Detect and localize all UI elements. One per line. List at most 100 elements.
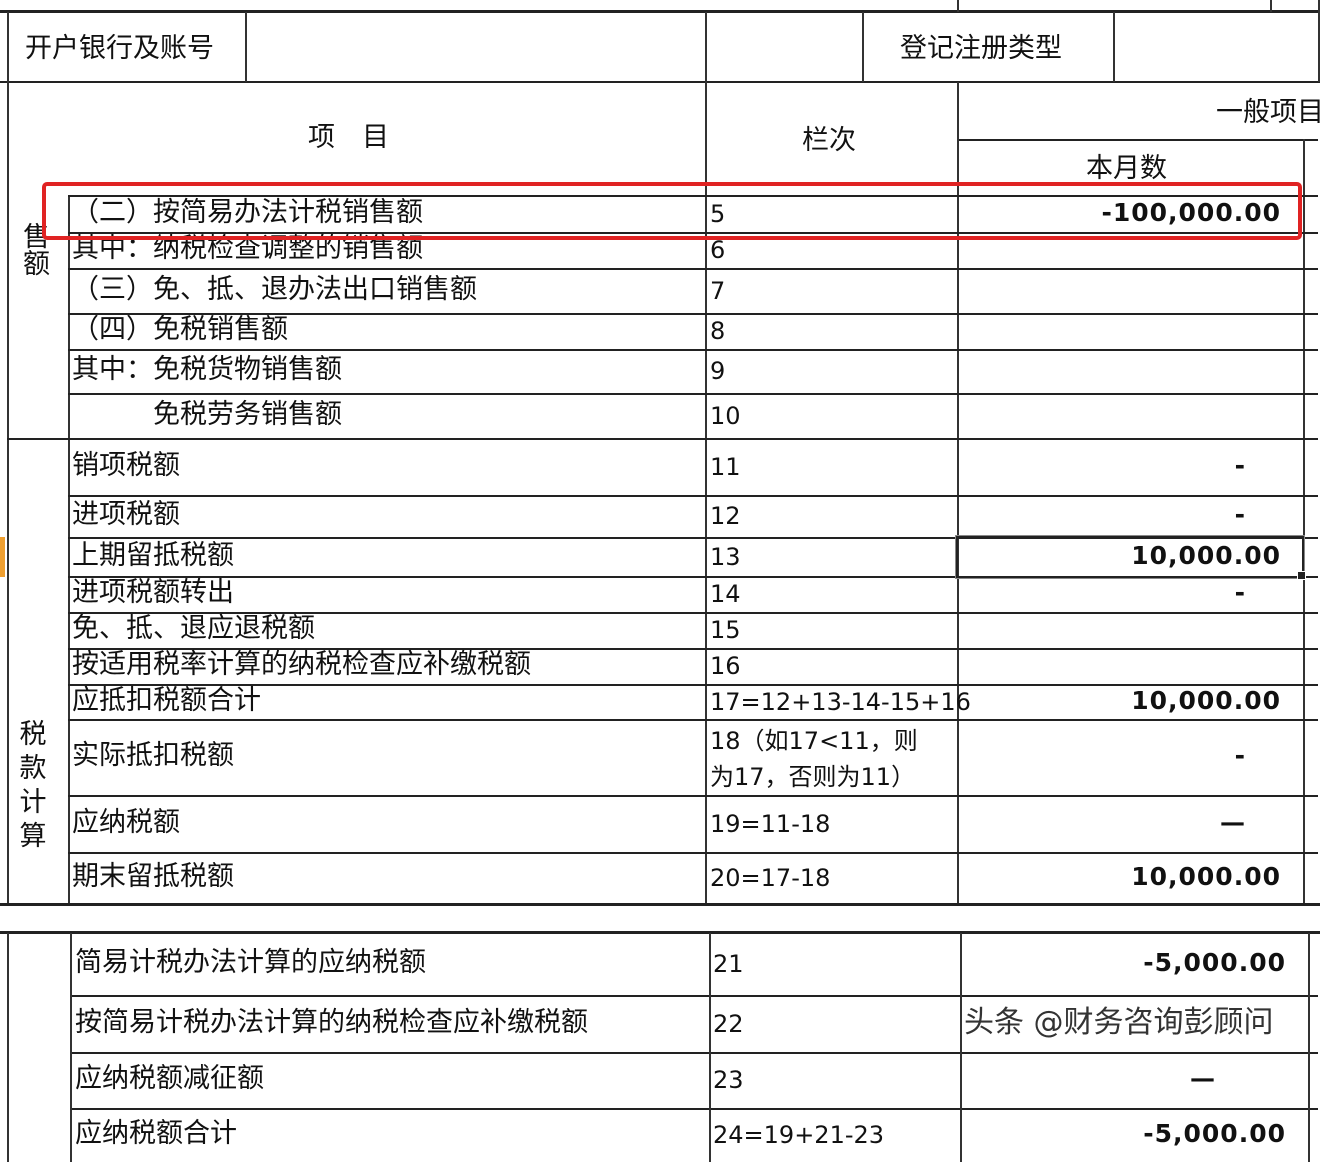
row-item-label: 按简易计税办法计算的纳税检查应补缴税额 [75,1006,588,1038]
row-column-number: 24=19+21-23 [713,1121,885,1149]
grid-line [1303,139,1305,903]
grid-line [0,931,1320,934]
grid-line [68,612,1318,614]
grid-line [7,82,9,903]
grid-line [957,82,959,903]
row-current-month-value[interactable]: — [1190,1064,1216,1093]
grid-line [68,795,1318,797]
row-column-number: 15 [710,616,741,644]
row-column-number: 21 [713,949,744,978]
row-item-label: 其中：免税货物销售额 [72,354,342,385]
row-item-label: 实际抵扣税额 [72,740,234,771]
row-column-number: 18（如17<11，则 为17，否则为11） [710,727,918,791]
grid-line [68,349,1318,351]
grid-line [960,933,962,1162]
row-item-label: 期末留抵税额 [72,860,234,892]
grid-line [68,232,1318,234]
row-current-month-value[interactable]: 10,000.00 [1131,540,1281,570]
grid-line [0,10,1320,13]
grid-line [957,139,1318,141]
grid-line [1270,0,1272,12]
grid-line [68,313,1318,315]
row-selection-marker [0,537,5,577]
row-column-number: 6 [710,236,726,264]
row-column-number: 23 [713,1066,744,1094]
row-current-month-value[interactable]: - [1234,578,1246,607]
row-current-month-value[interactable]: 10,000.00 [1131,685,1281,715]
general-items-header: 一般项目 [1216,97,1324,128]
row-column-number: 13 [710,542,741,571]
row-item-label: 应抵扣税额合计 [72,684,261,716]
grid-line [0,903,1320,906]
grid-line [68,684,1318,686]
section-char: 税 [19,719,47,750]
row-item-label: 应纳税额减征额 [75,1063,264,1094]
item-header: 项 目 [308,122,389,153]
grid-line [68,268,1318,270]
row-column-number: 10 [710,401,741,430]
grid-line [68,393,1318,395]
fill-handle[interactable] [1297,571,1306,580]
grid-line [68,852,1318,854]
grid-line [1113,12,1115,82]
grid-line [705,82,707,903]
grid-line [68,719,1318,721]
grid-line [68,648,1318,650]
section-char: 款 [19,753,47,784]
grid-line [705,12,707,82]
grid-line [245,12,247,82]
row-current-month-value[interactable]: -5,000.00 [1143,947,1286,977]
grid-line [0,81,1320,83]
row-column-number: 16 [710,652,741,680]
row-item-label: 免税劳务销售额 [72,398,342,430]
row-column-number: 11 [710,452,741,481]
row-current-month-value[interactable]: - [1234,450,1246,480]
row-column-number: 22 [713,1009,744,1038]
row-column-number: 5 [710,199,726,228]
grid-line [957,0,959,12]
row-item-label: （三）免、抵、退办法出口销售额 [72,273,477,305]
row-item-label: 按适用税率计算的纳税检查应补缴税额 [72,649,531,680]
grid-line [68,195,70,903]
row-current-month-value[interactable]: — [1220,807,1246,837]
row-column-number: 14 [710,580,741,608]
row-column-number: 8 [710,317,726,345]
grid-line [1308,933,1310,1162]
row-column-number: 9 [710,357,726,385]
row-column-number: 7 [710,276,726,305]
row-current-month-value[interactable]: - [1234,500,1246,529]
row-current-month-value[interactable]: 10,000.00 [1131,861,1281,891]
row-item-label: 应纳税额 [72,806,180,838]
row-item-label: 应纳税额合计 [75,1118,237,1149]
highlight-box [42,182,1302,240]
bank-account-label: 开户银行及账号 [25,33,214,64]
watermark: 头条 @财务咨询彭顾问 [964,1005,1274,1040]
grid-line [68,576,1318,578]
grid-line [70,995,1318,997]
section-char: 算 [19,821,47,852]
row-current-month-value[interactable]: -100,000.00 [1101,197,1281,227]
row-item-label: 简易计税办法计算的应纳税额 [75,946,426,978]
grid-line [7,12,9,82]
grid-line [70,1052,1318,1054]
row-current-month-value[interactable]: - [1234,741,1246,770]
current-month-header: 本月数 [1086,153,1167,184]
row-column-number: 12 [710,502,741,530]
row-item-label: 免、抵、退应退税额 [72,613,315,644]
row-column-number: 20=17-18 [710,863,831,892]
row-item-label: 进项税额 [72,499,180,530]
grid-line [7,438,1318,440]
grid-line [7,933,9,1162]
row-column-number: 19=11-18 [710,809,831,838]
grid-line [70,1108,1318,1110]
grid-line [70,933,72,1162]
section-tax-calc-label: 税 款 计 算 [16,718,50,854]
selected-cell[interactable] [955,535,1305,579]
row-item-label: 销项税额 [72,449,180,481]
registration-type-label: 登记注册类型 [900,33,1062,64]
row-current-month-value[interactable]: -5,000.00 [1143,1119,1286,1148]
section-char: 计 [19,787,47,818]
row-item-label: （四）免税销售额 [72,314,288,345]
grid-line [68,537,1318,539]
